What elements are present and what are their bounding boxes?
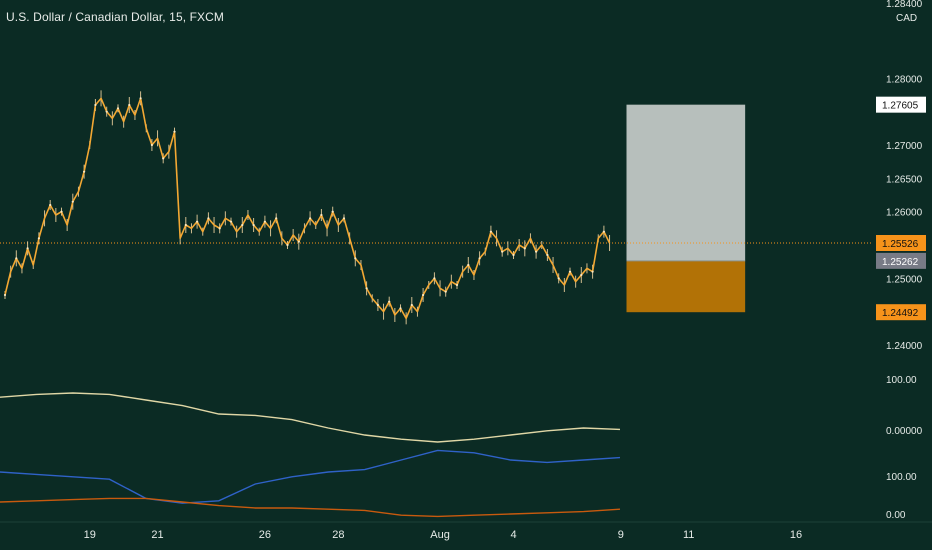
target-price-tag-bg bbox=[876, 96, 926, 113]
price-point bbox=[580, 273, 583, 277]
price-series-layer bbox=[0, 90, 873, 325]
price-point bbox=[49, 203, 52, 207]
price-point bbox=[116, 107, 120, 110]
position-zones bbox=[626, 104, 746, 313]
target-zone bbox=[626, 104, 746, 261]
price-point bbox=[207, 217, 210, 220]
x-tick-label: 11 bbox=[683, 529, 694, 541]
price-point bbox=[365, 287, 368, 290]
x-tick-label: Aug bbox=[430, 529, 450, 541]
y-tick-label-top: 1.28400 bbox=[886, 0, 923, 10]
price-point bbox=[83, 170, 86, 173]
price-point bbox=[535, 250, 538, 253]
x-tick-label: 9 bbox=[618, 529, 624, 541]
indicator-tick-label: 0.00000 bbox=[886, 426, 923, 437]
price-axis: 1.28000 1.27000 1.26500 1.26000 1.25000 1.240… bbox=[876, 0, 926, 352]
y-tick-label: 1.27000 bbox=[886, 141, 923, 152]
indicator-panel: 100.00 0.00000 100.00 0.00 bbox=[0, 375, 923, 521]
stop-price-tag-bg bbox=[876, 304, 926, 321]
price-point bbox=[94, 103, 97, 107]
x-tick-label: 28 bbox=[332, 529, 344, 541]
price-point bbox=[162, 157, 165, 160]
target-price-tag: 1.27605 bbox=[882, 101, 919, 112]
price-point bbox=[602, 230, 606, 233]
price-point bbox=[422, 293, 425, 297]
price-point bbox=[523, 247, 526, 250]
x-tick-label: 21 bbox=[151, 529, 163, 541]
last-price-tag: 1.25526 bbox=[882, 239, 919, 250]
date-axis: 19 21 26 28 Aug 4 9 11 16 bbox=[0, 521, 932, 541]
chart-title: U.S. Dollar / Canadian Dollar, 15, FXCM bbox=[6, 10, 224, 24]
stop-price-tag: 1.24492 bbox=[882, 308, 919, 319]
indicator-tick-label: 0.00 bbox=[886, 510, 906, 521]
price-point bbox=[297, 240, 300, 243]
price-point bbox=[150, 143, 153, 147]
price-point bbox=[241, 223, 244, 227]
price-point bbox=[320, 213, 323, 217]
last-price-tag-bg bbox=[876, 235, 926, 251]
indicator-tick-label: 100.00 bbox=[886, 375, 917, 386]
x-tick-label: 16 bbox=[790, 529, 802, 541]
price-point bbox=[173, 130, 176, 133]
stop-zone bbox=[626, 260, 746, 313]
price-point bbox=[478, 257, 481, 260]
x-tick-label: 19 bbox=[84, 529, 96, 541]
indicator-line-blue bbox=[0, 449, 621, 504]
price-point bbox=[286, 243, 289, 247]
price-point bbox=[546, 253, 549, 257]
price-point bbox=[342, 217, 346, 220]
price-point bbox=[128, 103, 131, 107]
price-point bbox=[489, 230, 492, 233]
price-point bbox=[591, 270, 594, 273]
price-point bbox=[309, 217, 312, 220]
price-point bbox=[501, 250, 504, 253]
x-tick-label: 4 bbox=[510, 529, 516, 541]
price-point bbox=[455, 283, 459, 287]
price-point bbox=[263, 220, 266, 223]
y-tick-label: 1.28000 bbox=[886, 74, 923, 85]
price-point bbox=[218, 227, 221, 230]
price-point bbox=[196, 220, 199, 223]
price-point bbox=[568, 270, 572, 273]
x-tick-label: 26 bbox=[259, 529, 271, 541]
price-point bbox=[229, 220, 233, 223]
price-point bbox=[331, 210, 334, 213]
price-point bbox=[410, 303, 413, 307]
price-line bbox=[4, 97, 611, 320]
price-point bbox=[433, 277, 436, 280]
entry-price-tag: 1.25262 bbox=[882, 257, 919, 268]
price-point bbox=[71, 200, 74, 203]
price-point bbox=[37, 237, 41, 240]
price-point bbox=[60, 210, 63, 213]
indicator-line-orange bbox=[0, 497, 621, 518]
price-point bbox=[3, 293, 7, 297]
price-point bbox=[275, 217, 278, 220]
price-point bbox=[139, 97, 142, 100]
price-point bbox=[26, 247, 29, 250]
price-point bbox=[354, 257, 357, 260]
indicator-line-yellow bbox=[0, 392, 621, 443]
price-point bbox=[376, 303, 379, 307]
price-point bbox=[388, 300, 391, 303]
y-tick-label: 1.24000 bbox=[886, 341, 923, 352]
price-point bbox=[105, 110, 108, 113]
indicator-tick-label: 100.00 bbox=[886, 472, 917, 483]
y-tick-label: 1.26500 bbox=[886, 174, 923, 185]
price-point bbox=[184, 223, 187, 227]
currency-label: CAD bbox=[896, 13, 917, 24]
price-point bbox=[557, 277, 560, 280]
price-point bbox=[467, 263, 470, 267]
entry-price-tag-bg bbox=[876, 252, 926, 269]
price-point bbox=[252, 223, 255, 227]
price-point bbox=[512, 253, 515, 257]
y-tick-label: 1.26000 bbox=[886, 208, 923, 219]
price-point bbox=[15, 257, 18, 260]
y-tick-label: 1.25000 bbox=[886, 274, 923, 285]
price-point bbox=[444, 290, 447, 293]
price-point bbox=[399, 307, 402, 310]
